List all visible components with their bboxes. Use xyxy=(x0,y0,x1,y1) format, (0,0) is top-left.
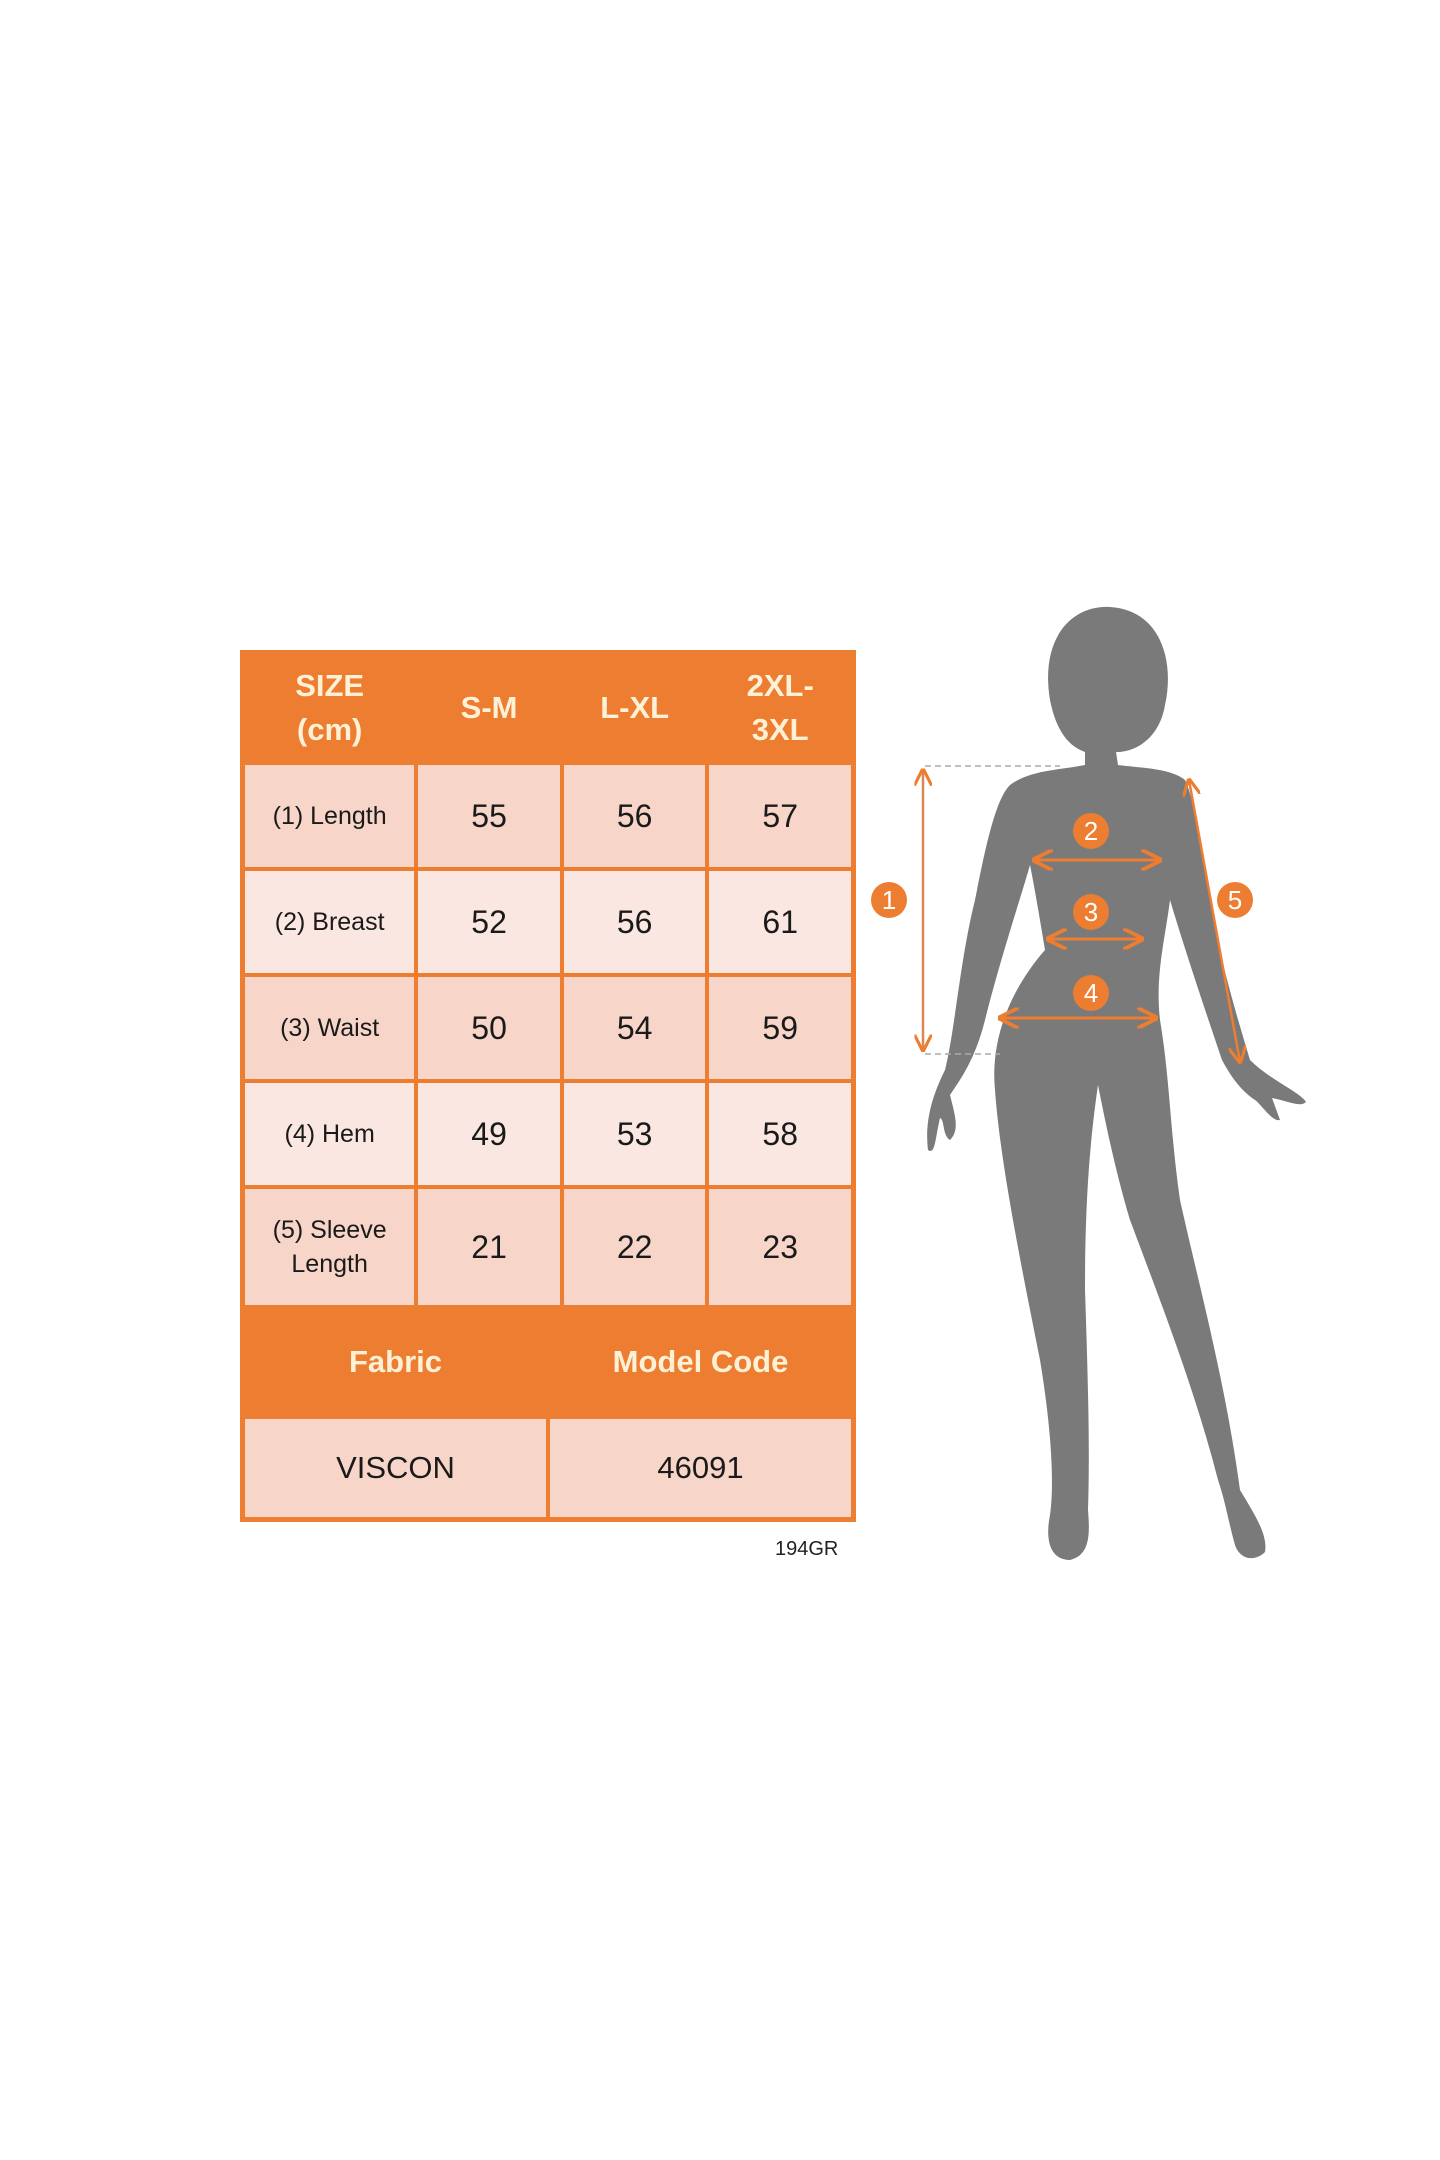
measurement-markers: 1 2 3 4 5 xyxy=(871,813,1253,1011)
header-size-line1: SIZE xyxy=(295,668,365,703)
cell-value: 57 xyxy=(707,763,853,869)
table-row: (2) Breast 52 56 61 xyxy=(243,869,853,975)
fabric-value-row: VISCON 46091 xyxy=(243,1417,853,1519)
cell-value: 22 xyxy=(561,1187,708,1307)
marker-2: 2 xyxy=(1084,816,1098,846)
cell-value: 50 xyxy=(416,975,562,1081)
table-row: (5) Sleeve Length 21 22 23 xyxy=(243,1187,853,1307)
marker-5: 5 xyxy=(1228,885,1242,915)
marker-1-circle xyxy=(871,882,907,918)
header-s-m: S-M xyxy=(416,653,562,763)
row-label: (3) Waist xyxy=(243,975,417,1081)
footer-code: 194GR xyxy=(775,1538,839,1560)
fabric-value: VISCON xyxy=(243,1417,548,1519)
cell-value: 52 xyxy=(416,869,562,975)
marker-4: 4 xyxy=(1084,978,1098,1008)
header-2xl-line1: 2XL- xyxy=(746,668,814,703)
row-label: (2) Breast xyxy=(243,869,417,975)
measurement-guides xyxy=(923,765,1240,1062)
cell-value: 54 xyxy=(561,975,708,1081)
fabric-header-row: Fabric Model Code xyxy=(243,1307,853,1417)
header-2xl-line2: 3XL xyxy=(751,712,809,747)
header-size-line2: (cm) xyxy=(296,712,363,747)
fabric-label: Fabric xyxy=(243,1307,548,1417)
header-size: SIZE (cm) xyxy=(243,653,417,763)
table-header-row: SIZE (cm) S-M L-XL 2XL- 3XL xyxy=(243,653,853,763)
row-label-line2: Length xyxy=(291,1250,368,1278)
cell-value: 23 xyxy=(707,1187,853,1307)
cell-value: 21 xyxy=(416,1187,562,1307)
cell-value: 61 xyxy=(707,869,853,975)
row-label-line1: (5) Sleeve xyxy=(272,1216,387,1244)
row-label: (5) Sleeve Length xyxy=(243,1187,417,1307)
marker-3-circle xyxy=(1073,894,1109,930)
size-chart-table: SIZE (cm) S-M L-XL 2XL- 3XL (1) Length 55 … xyxy=(240,650,856,1522)
cell-value: 53 xyxy=(561,1081,708,1187)
cell-value: 56 xyxy=(561,763,708,869)
marker-2-circle xyxy=(1073,813,1109,849)
header-2xl-3xl: 2XL- 3XL xyxy=(707,653,853,763)
header-l-xl: L-XL xyxy=(561,653,708,763)
row-label: (1) Length xyxy=(243,763,417,869)
marker-5-circle xyxy=(1217,882,1253,918)
marker-4-circle xyxy=(1073,975,1109,1011)
marker-3: 3 xyxy=(1084,897,1098,927)
cell-value: 49 xyxy=(416,1081,562,1187)
model-code-label: Model Code xyxy=(548,1307,853,1417)
table-row: (1) Length 55 56 57 xyxy=(243,763,853,869)
row-label: (4) Hem xyxy=(243,1081,417,1187)
body xyxy=(927,745,1306,1560)
table-row: (4) Hem 49 53 58 xyxy=(243,1081,853,1187)
cell-value: 56 xyxy=(561,869,708,975)
cell-value: 58 xyxy=(707,1081,853,1187)
cell-value: 59 xyxy=(707,975,853,1081)
marker-1: 1 xyxy=(882,885,896,915)
silhouette xyxy=(927,606,1306,1560)
sleeve-arrow xyxy=(1189,780,1240,1062)
model-code-value: 46091 xyxy=(548,1417,853,1519)
table-row: (3) Waist 50 54 59 xyxy=(243,975,853,1081)
cell-value: 55 xyxy=(416,763,562,869)
hair-head xyxy=(1048,606,1168,752)
